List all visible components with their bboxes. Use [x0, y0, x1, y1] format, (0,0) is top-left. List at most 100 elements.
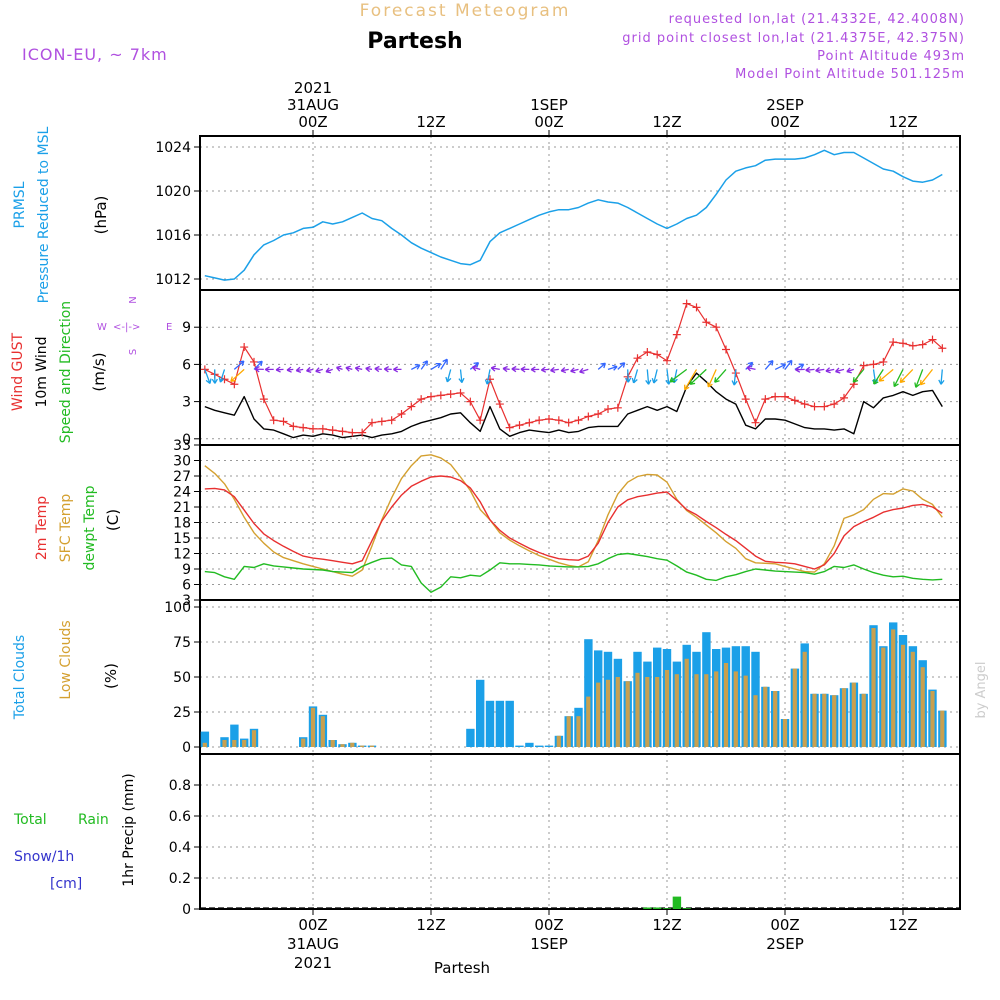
precip-panel: 0 0.2 0.4 0.6 0.8	[169, 753, 961, 918]
rain-bar	[653, 907, 662, 909]
gust-marker	[456, 388, 465, 397]
total-cloud-bar	[476, 679, 485, 747]
wind-direction-arrow	[253, 360, 263, 370]
gust-marker	[869, 360, 878, 369]
temp-ytick-label: 12	[173, 547, 191, 563]
cloud-unit: (%)	[102, 663, 120, 689]
wind-direction-arrow	[264, 366, 274, 373]
bottom-time-label: 12Z	[652, 916, 681, 934]
gust-marker	[240, 343, 249, 352]
temp-ytick-label: 33	[173, 438, 191, 454]
precip-ytick-label: 0.4	[169, 840, 191, 856]
low-cloud-bar	[910, 651, 915, 747]
wind-direction-arrow	[306, 366, 314, 374]
wind-panel-labels: Wind GUST 10m Wind Speed and Direction (…	[10, 296, 172, 443]
low-cloud-bar	[822, 693, 827, 747]
bottom-time-label: 31AUG	[287, 935, 339, 953]
wind-direction-arrow	[420, 360, 429, 370]
gust-marker	[368, 418, 376, 427]
total-cloud-bar	[485, 700, 495, 747]
wind-gust-line	[204, 303, 943, 434]
gust-marker	[672, 330, 681, 339]
bottom-time-label: 12Z	[888, 916, 917, 934]
wind-direction-arrow	[617, 362, 626, 370]
wind-direction-arrow	[286, 366, 294, 373]
wind-direction-arrow	[325, 367, 333, 374]
compass-w: W	[97, 322, 107, 333]
wind-direction-arrow	[764, 359, 774, 370]
gust-marker	[574, 416, 583, 425]
gust-marker	[859, 361, 868, 370]
cloud-ytick-label: 75	[173, 635, 191, 651]
gust-marker	[328, 426, 337, 435]
gust-marker	[594, 410, 603, 418]
precip-ytick-label: 0.2	[169, 871, 191, 887]
top-time-label: 2021	[294, 79, 332, 97]
rain-bar	[662, 908, 672, 909]
temp-dewpt-label: dewpt Temp	[82, 485, 98, 570]
wind-direction-arrow	[607, 364, 618, 371]
gust-marker	[387, 416, 396, 425]
low-cloud-bar	[615, 677, 620, 747]
rain-bar	[643, 907, 652, 909]
wind-direction-arrow	[233, 360, 245, 370]
wind-direction-arrow	[825, 367, 835, 374]
pressure-ytick-label: 1024	[155, 140, 191, 156]
low-cloud-bar	[556, 735, 561, 747]
pressure-label-2: Pressure Reduced to MSL	[36, 126, 52, 303]
wind-direction-arrow	[631, 369, 639, 384]
pressure-unit: (hPa)	[92, 196, 110, 235]
wind-10m-label: 10m Wind	[34, 336, 50, 407]
wind-direction-arrow	[731, 369, 738, 386]
bottom-time-label: 00Z	[770, 916, 799, 934]
wind-direction-arrow	[873, 369, 884, 385]
top-time-label: 12Z	[416, 113, 445, 131]
wind-direction-arrow	[651, 369, 658, 384]
gust-marker	[407, 402, 416, 411]
temp-ytick-label: 24	[173, 485, 191, 501]
gust-marker	[358, 428, 367, 437]
gust-marker	[259, 395, 268, 404]
wind-direction-arrow	[211, 369, 218, 384]
bottom-time-label: 2SEP	[766, 935, 804, 953]
wind-direction-arrow	[805, 366, 815, 373]
low-cloud-bar	[812, 693, 817, 747]
wind-ytick-label: 0	[182, 432, 191, 448]
low-cloud-bar	[596, 682, 601, 747]
wind-direction-arrow	[645, 369, 652, 385]
dewpt-temp-line	[204, 552, 943, 593]
low-cloud-bar	[733, 671, 738, 747]
wind-direction-arrow	[440, 358, 448, 370]
gust-marker	[712, 323, 721, 332]
wind-direction-arrow	[597, 362, 607, 370]
total-cloud-bar	[535, 745, 544, 747]
wind-speed-line	[204, 372, 943, 439]
wind-direction-arrow	[746, 365, 756, 372]
temp-ytick-label: 30	[173, 454, 191, 470]
low-cloud-bar	[605, 679, 611, 747]
wind-direction-arrow	[520, 366, 530, 373]
chart-supertitle: Forecast Meteogram	[360, 1, 571, 21]
gust-marker	[427, 392, 435, 401]
wind-direction-arrow	[684, 369, 698, 391]
gust-marker	[830, 400, 839, 409]
gust-marker	[505, 423, 514, 432]
temp-ytick-label: 3	[182, 593, 191, 609]
low-cloud-bar	[320, 716, 325, 747]
low-cloud-bar	[792, 668, 797, 747]
gust-marker	[515, 421, 524, 430]
low-cloud-bar	[881, 647, 886, 747]
low-cloud-bar	[782, 719, 788, 747]
wind-direction-arrow	[254, 366, 264, 373]
gust-marker	[525, 418, 534, 427]
gust-marker	[722, 345, 730, 354]
top-time-label: 12Z	[888, 113, 917, 131]
wind-direction-arrow	[550, 366, 559, 374]
low-cloud-bar	[900, 644, 906, 747]
gust-marker	[663, 356, 671, 365]
top-time-label: 12Z	[652, 113, 681, 131]
model-label: ICON-EU, ~ 7km	[22, 45, 168, 64]
precip-ytick-label: 0	[182, 902, 191, 918]
watermark: by Angel	[974, 661, 989, 718]
